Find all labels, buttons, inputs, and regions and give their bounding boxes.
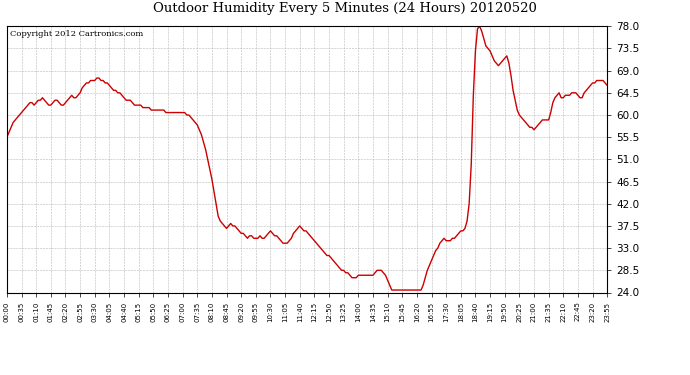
Text: Copyright 2012 Cartronics.com: Copyright 2012 Cartronics.com — [10, 30, 143, 38]
Text: Outdoor Humidity Every 5 Minutes (24 Hours) 20120520: Outdoor Humidity Every 5 Minutes (24 Hou… — [153, 2, 537, 15]
